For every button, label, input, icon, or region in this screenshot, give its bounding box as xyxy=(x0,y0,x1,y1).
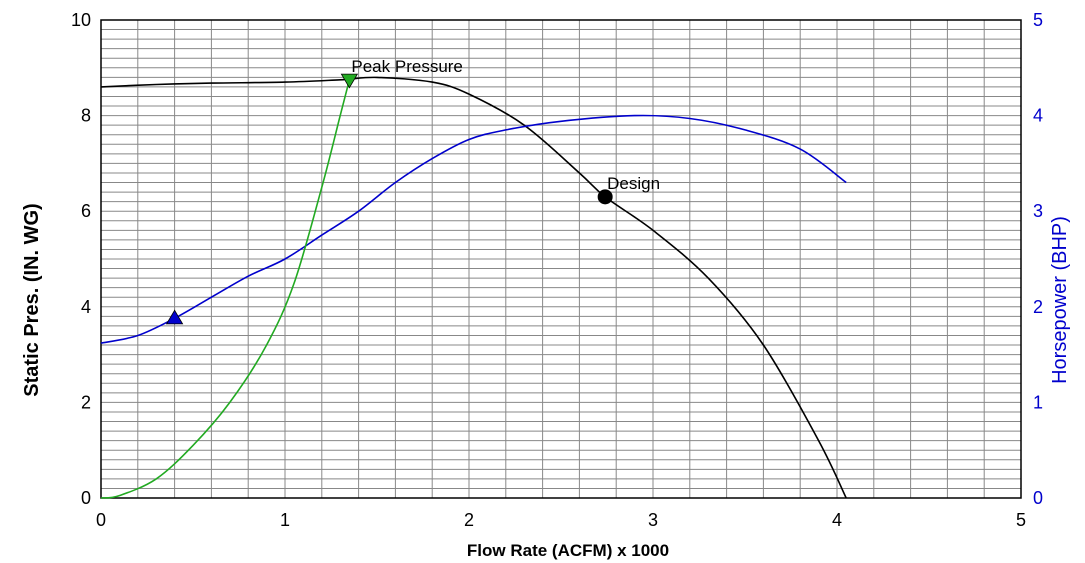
y2-tick-label: 1 xyxy=(1033,392,1043,412)
y-axis-title: Static Pres. (IN. WG) xyxy=(21,203,43,396)
y2-tick-label: 2 xyxy=(1033,297,1043,317)
plot-frame xyxy=(100,19,1022,499)
y-tick-label: 10 xyxy=(71,10,91,30)
series-line-1 xyxy=(100,76,847,499)
x-tick-label: 3 xyxy=(648,510,658,530)
design-point-marker xyxy=(597,189,613,205)
x-tick-label: 5 xyxy=(1016,510,1026,530)
x-axis-title: Flow Rate (ACFM) x 1000 xyxy=(467,541,669,560)
series-line-2 xyxy=(100,114,847,344)
y2-tick-label: 5 xyxy=(1033,10,1043,30)
chart-grid xyxy=(100,19,1022,499)
y-tick-label: 8 xyxy=(81,106,91,126)
y2-tick-label: 3 xyxy=(1033,201,1043,221)
series-line-3 xyxy=(100,79,351,499)
x-tick-label: 0 xyxy=(96,510,106,530)
y2-tick-label: 0 xyxy=(1033,488,1043,508)
annotation-label-2: Design xyxy=(607,174,660,193)
y-tick-label: 4 xyxy=(81,297,91,317)
y-tick-label: 6 xyxy=(81,201,91,221)
y2-axis-title: Horsepower (BHP) xyxy=(1049,216,1071,384)
annotation-label-1: Peak Pressure xyxy=(351,57,463,76)
hp-marker xyxy=(165,309,184,325)
x-tick-label: 1 xyxy=(280,510,290,530)
chart-curves xyxy=(100,76,847,499)
y-tick-label: 0 xyxy=(81,488,91,508)
y-tick-label: 2 xyxy=(81,392,91,412)
peak-pressure-marker xyxy=(340,73,359,89)
x-tick-label: 4 xyxy=(832,510,842,530)
y2-tick-label: 4 xyxy=(1033,106,1043,126)
chart-markers: Peak Pressure Design xyxy=(165,57,660,325)
x-tick-label: 2 xyxy=(464,510,474,530)
